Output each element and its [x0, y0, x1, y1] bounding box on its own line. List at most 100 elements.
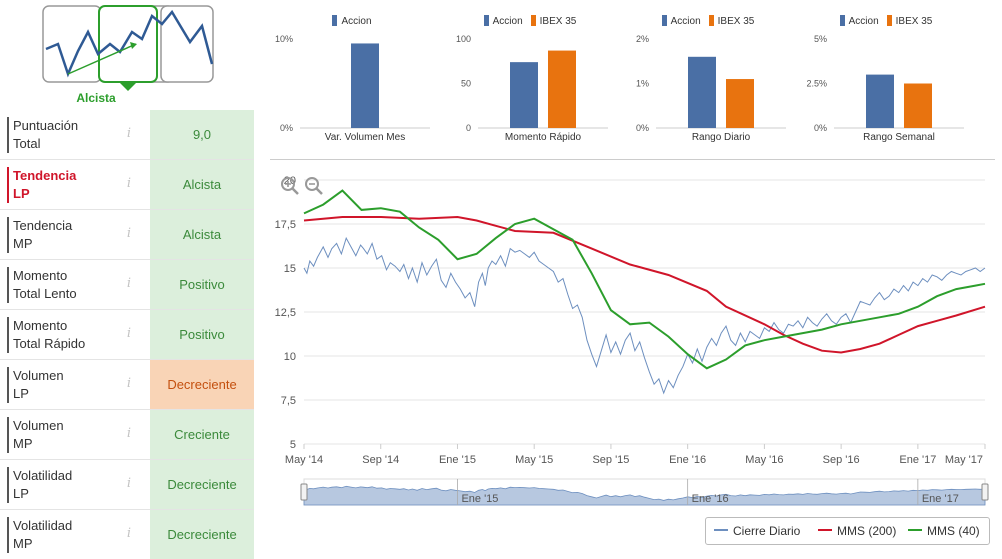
mini-y-tick: 50: [461, 79, 471, 89]
mini-legend-item: IBEX 35: [886, 15, 932, 27]
y-tick-label: 12,5: [275, 307, 296, 319]
y-tick-label: 5: [290, 439, 296, 451]
rating-label-line1: Volatilidad: [13, 518, 73, 533]
navigator-right-handle[interactable]: [981, 483, 989, 501]
series-line-mms200[interactable]: [303, 215, 986, 354]
rating-label-line2: Total Lento: [13, 286, 77, 301]
mini-legend-swatch: [839, 15, 845, 26]
mini-bar[interactable]: [351, 43, 379, 129]
mini-legend-item: Accion: [483, 15, 523, 27]
rating-row[interactable]: Volumen LP i Decreciente: [0, 360, 254, 410]
mini-bar[interactable]: [866, 74, 894, 128]
mini-bar[interactable]: [510, 62, 538, 128]
mini-y-tick: 2.5%: [806, 79, 827, 89]
mini-legend-item: IBEX 35: [530, 15, 577, 27]
info-icon[interactable]: i: [126, 176, 132, 191]
mini-bar[interactable]: [726, 79, 754, 128]
rating-label-line2: MP: [13, 536, 33, 551]
legend-label: Cierre Diario: [733, 524, 801, 538]
trend-status-label: Alcista: [76, 91, 116, 105]
mini-chart-weekly-range: Accion IBEX 35 5% 2.5% 0% Rango Semanal: [806, 10, 966, 148]
mini-y-tick: 10%: [275, 34, 293, 44]
x-tick-label: Ene '16: [669, 454, 706, 466]
info-icon[interactable]: i: [126, 226, 132, 241]
y-tick-label: 17,5: [275, 219, 296, 231]
info-icon[interactable]: i: [126, 376, 132, 391]
x-tick-label: May '14: [285, 454, 323, 466]
series-line-mms40[interactable]: [303, 189, 986, 370]
mini-legend-label: IBEX 35: [717, 16, 755, 27]
mini-x-label: Rango Diario: [692, 132, 751, 143]
mini-bar[interactable]: [904, 83, 932, 129]
rating-label-line1: Momento: [13, 268, 68, 283]
legend-item-mms40[interactable]: MMS (40): [908, 524, 980, 538]
rating-row[interactable]: Volatilidad LP i Decreciente: [0, 460, 254, 510]
rating-label-line1: Volumen: [13, 418, 64, 433]
info-icon[interactable]: i: [126, 126, 132, 141]
series-line-daily[interactable]: [303, 236, 986, 395]
rating-row[interactable]: Momento Total Lento i Positivo: [0, 260, 254, 310]
row-marker: [7, 367, 9, 403]
x-tick-label: Ene '15: [439, 454, 476, 466]
mini-y-tick: 0: [466, 123, 471, 133]
rating-row[interactable]: Puntuación Total i 9,0: [0, 110, 254, 160]
rating-label-line2: Total: [13, 136, 41, 151]
rating-label: Volatilidad LP: [13, 467, 123, 503]
mini-legend-label: IBEX 35: [539, 16, 577, 27]
rating-row[interactable]: Volumen MP i Creciente: [0, 410, 254, 460]
zoom-in-icon[interactable]: [280, 176, 300, 196]
mini-x-label: Var. Volumen Mes: [325, 132, 405, 143]
mini-chart-daily-range: Accion IBEX 35 2% 1% 0% Rango Diario: [628, 10, 788, 148]
mini-y-tick: 2%: [636, 34, 649, 44]
info-icon[interactable]: i: [126, 526, 132, 541]
info-icon[interactable]: i: [126, 426, 132, 441]
rating-row[interactable]: Tendencia LP i Alcista: [0, 160, 254, 210]
rating-value: Positivo: [150, 310, 254, 359]
mini-bar-chart: 10% 0% Var. Volumen Mes: [275, 34, 430, 143]
legend-swatch-mms200: [818, 529, 832, 531]
trend-thumbnail-icon[interactable]: [40, 4, 216, 108]
info-icon[interactable]: i: [126, 326, 132, 341]
rating-label-line2: LP: [13, 486, 29, 501]
rating-value: Creciente: [150, 410, 254, 459]
rating-label: Momento Total Rápido: [13, 317, 123, 353]
row-marker: [7, 417, 9, 453]
rating-label: Volumen LP: [13, 367, 123, 403]
rating-row[interactable]: Tendencia MP i Alcista: [0, 210, 254, 260]
row-marker: [7, 517, 9, 553]
y-tick-label: 15: [284, 263, 296, 275]
mini-chart-volume: Accion 10% 0% Var. Volumen Mes: [272, 10, 432, 148]
mini-legend-swatch: [530, 15, 536, 26]
rating-label: Tendencia LP: [13, 167, 123, 203]
mini-legend-swatch: [708, 15, 714, 26]
section-divider: [270, 159, 995, 160]
range-navigator[interactable]: Ene '15 Ene '16 Ene '17: [300, 478, 989, 506]
mini-bar[interactable]: [548, 50, 576, 128]
row-marker: [7, 217, 9, 253]
info-icon[interactable]: i: [126, 476, 132, 491]
navigator-label: Ene '15: [461, 493, 498, 505]
navigator-left-handle[interactable]: [300, 483, 308, 501]
info-icon[interactable]: i: [126, 276, 132, 291]
rating-row[interactable]: Volatilidad MP i Decreciente: [0, 510, 254, 559]
mini-legend-item: IBEX 35: [708, 15, 755, 27]
navigator-label: Ene '16: [692, 493, 729, 505]
zoom-out-icon[interactable]: [304, 176, 324, 196]
y-tick-label: 7,5: [281, 395, 296, 407]
rating-row[interactable]: Momento Total Rápido i Positivo: [0, 310, 254, 360]
row-marker: [7, 317, 9, 353]
mini-legend: Accion IBEX 35: [628, 15, 788, 27]
rating-label-line1: Tendencia: [13, 218, 73, 233]
x-tick-label: Ene '17: [899, 454, 936, 466]
chart-legend: Cierre Diario MMS (200) MMS (40): [705, 517, 990, 545]
rating-label-line2: LP: [13, 186, 30, 201]
legend-item-mms200[interactable]: MMS (200): [818, 524, 896, 538]
mini-bar[interactable]: [688, 56, 716, 128]
legend-item-daily[interactable]: Cierre Diario: [714, 524, 800, 538]
rating-label-line1: Volumen: [13, 368, 64, 383]
x-tick-label: Sep '14: [362, 454, 399, 466]
rating-label: Puntuación Total: [13, 117, 123, 153]
rating-value: Alcista: [150, 210, 254, 259]
rating-value: Positivo: [150, 260, 254, 309]
